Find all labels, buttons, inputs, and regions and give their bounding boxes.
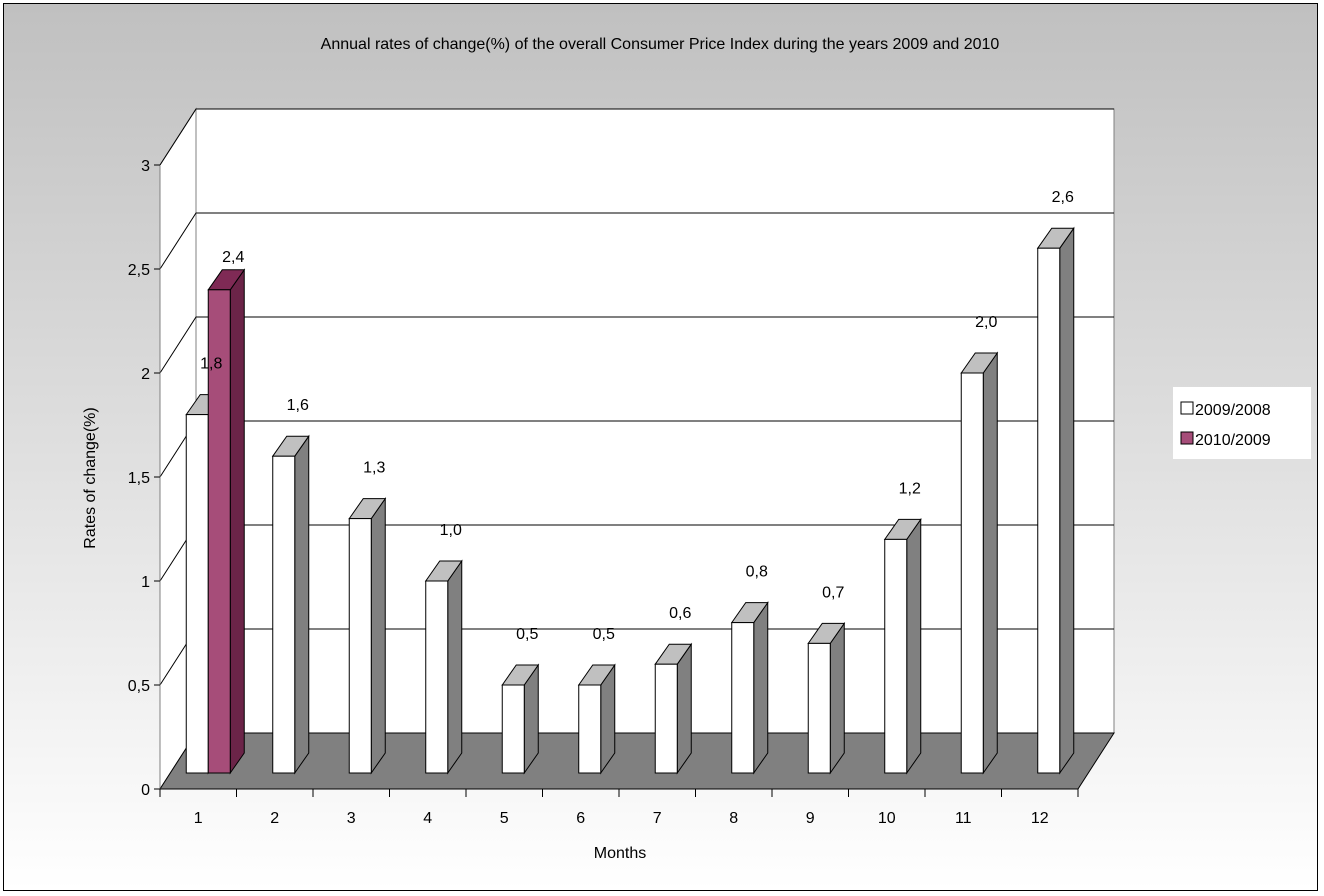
data-label: 1,0 [440, 522, 462, 539]
x-tick-label: 9 [806, 810, 815, 827]
bar-1 [425, 580, 449, 774]
bar-side-1 [447, 559, 463, 775]
bar-1 [731, 622, 755, 774]
x-tick-label: 5 [500, 810, 509, 827]
bar-side-1 [370, 497, 386, 775]
data-label: 0,6 [669, 605, 691, 622]
bar-side-1 [906, 517, 922, 775]
x-tick-label: 1 [194, 810, 203, 827]
y-tick-label: 0 [141, 782, 150, 799]
bar-side-1 [1059, 226, 1075, 775]
data-label: 2,0 [975, 314, 997, 331]
y-tick-label: 2,5 [128, 262, 150, 279]
bar-1 [578, 684, 602, 774]
data-label: 2,6 [1052, 189, 1074, 206]
x-axis-title: Months [594, 845, 646, 862]
x-tick-label: 8 [729, 810, 738, 827]
x-tick-label: 4 [423, 810, 432, 827]
legend-label: 2010/2009 [1195, 432, 1271, 449]
data-label: 1,8 [200, 356, 222, 373]
bar-1 [1037, 247, 1061, 774]
legend-swatch [1180, 431, 1194, 445]
y-tick-label: 3 [141, 158, 150, 175]
data-label: 0,8 [746, 564, 768, 581]
x-tick-label: 10 [878, 810, 896, 827]
x-tick-label: 3 [347, 810, 356, 827]
chart-title: Annual rates of change(%) of the overall… [321, 36, 1000, 53]
data-label: 0,7 [822, 584, 844, 601]
x-tick-label: 11 [955, 810, 972, 827]
data-label: 2,4 [222, 249, 244, 266]
legend-swatch [1180, 401, 1194, 415]
x-tick-label: 12 [1031, 810, 1049, 827]
bar-side-1 [676, 642, 692, 775]
y-tick-label: 0,5 [128, 678, 150, 695]
gridline [159, 316, 1114, 374]
data-label: 0,5 [516, 626, 538, 643]
bar-1 [501, 684, 525, 774]
bar-side-1 [829, 621, 845, 775]
gridline [159, 212, 1114, 270]
data-label: 1,6 [287, 397, 309, 414]
bar-1 [884, 538, 908, 774]
bar-side-2 [229, 268, 245, 775]
bar-2 [207, 289, 231, 774]
gridline [159, 108, 1114, 166]
legend-box [1173, 387, 1311, 459]
x-tick-label: 7 [653, 810, 662, 827]
y-tick-label: 1,5 [128, 470, 150, 487]
bar-1 [807, 642, 831, 774]
bar-side-1 [753, 601, 769, 775]
data-label: 1,2 [899, 480, 921, 497]
data-label: 0,5 [593, 626, 615, 643]
bar-side-1 [982, 351, 998, 775]
plot-area: 00,511,522,531 2 3 4 5 6 7 8 9 10 11 121,82,41,61,3… [128, 107, 1115, 827]
y-tick-label: 2 [141, 366, 150, 383]
bar-1 [348, 518, 372, 774]
data-label: 1,3 [363, 460, 385, 477]
bar-1 [960, 372, 984, 774]
legend: 2009/2008 2010/2009 [1173, 387, 1311, 459]
bar-side-1 [294, 434, 310, 775]
bar-1 [185, 414, 209, 774]
bar-1 [654, 663, 678, 774]
x-tick-label: 2 [270, 810, 279, 827]
x-tick-label: 6 [576, 810, 585, 827]
y-tick-label: 1 [141, 574, 150, 591]
bar-1 [272, 455, 296, 774]
y-axis-title: Rates of change(%) [82, 407, 99, 548]
legend-label: 2009/2008 [1195, 402, 1271, 419]
